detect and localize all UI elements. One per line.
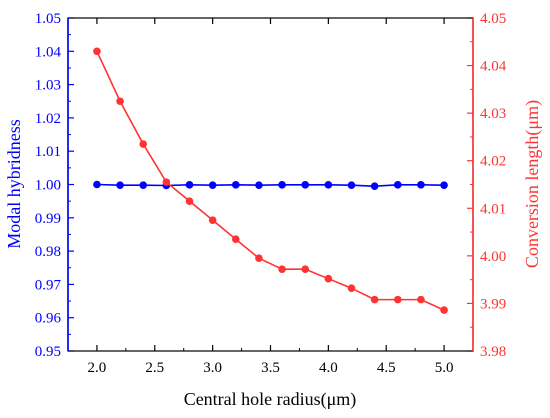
- series-point-left: [93, 180, 101, 189]
- series-point-right: [324, 274, 333, 283]
- series-point-left: [185, 181, 194, 189]
- series-point-right: [347, 284, 356, 293]
- right-tick-label: 3.98: [480, 344, 506, 360]
- series-point-right: [370, 295, 379, 304]
- series-point-right: [278, 265, 286, 273]
- left-tick-label: 1.03: [35, 78, 61, 94]
- left-tick-label: 1.01: [35, 144, 61, 160]
- left-tick-label: 1.00: [35, 178, 61, 194]
- right-tick-label: 4.05: [480, 11, 506, 27]
- x-tick-label: 5.0: [435, 360, 454, 376]
- series-layer: [93, 47, 448, 314]
- series-point-right: [139, 140, 148, 148]
- right-tick-label: 4.03: [480, 106, 506, 122]
- left-tick-label: 1.04: [35, 44, 62, 60]
- left-tick-label: 0.95: [35, 344, 61, 360]
- x-tick-label: 2.5: [145, 360, 164, 376]
- left-tick-label: 0.98: [35, 244, 61, 260]
- series-point-left: [208, 181, 217, 189]
- series-point-right: [116, 97, 124, 106]
- series-point-right: [440, 306, 448, 314]
- left-axis-title: Modal hybridness: [4, 119, 24, 249]
- series-point-right: [417, 295, 425, 304]
- series-point-right: [255, 254, 263, 263]
- series-point-left: [370, 182, 379, 190]
- right-tick-label: 4.01: [480, 201, 506, 217]
- right-axis-title: Conversion length(μm): [522, 100, 543, 268]
- series-point-right: [301, 265, 310, 273]
- right-tick-label: 4.00: [480, 249, 506, 265]
- series-point-left: [278, 181, 286, 189]
- series-point-left: [347, 181, 356, 189]
- x-tick-label: 3.0: [203, 360, 222, 376]
- series-point-left: [440, 181, 448, 189]
- series-point-right: [208, 216, 217, 224]
- series-point-right: [231, 235, 240, 244]
- x-tick-label: 4.0: [319, 360, 338, 376]
- series-line-left: [96, 183, 445, 187]
- right-tick-label: 4.02: [480, 154, 506, 170]
- x-axis-title: Central hole radius(μm): [184, 389, 357, 410]
- series-point-right: [162, 178, 171, 186]
- series-point-left: [231, 181, 240, 189]
- series-point-left: [324, 181, 333, 189]
- x-tick-label: 2.0: [88, 360, 107, 376]
- series-point-left: [255, 181, 263, 189]
- right-tick-label: 3.99: [480, 296, 506, 312]
- x-tick-label: 4.5: [377, 360, 396, 376]
- series-line-right: [96, 50, 445, 311]
- left-tick-label: 1.02: [35, 111, 61, 127]
- left-tick-label: 0.99: [35, 211, 61, 227]
- left-tick-label: 1.05: [35, 11, 61, 27]
- series-point-right: [93, 47, 101, 56]
- series-point-left: [116, 181, 124, 189]
- series-point-left: [301, 181, 310, 189]
- ticks-layer: 2.0 2.5 3.0 3.5 4.0 4.5 5.0 0.95 0.96 0.97 0.98 0.9…: [35, 11, 507, 376]
- left-tick-label: 0.96: [35, 311, 62, 327]
- x-tick-label: 3.5: [261, 360, 280, 376]
- series-point-right: [185, 197, 194, 205]
- left-tick-label: 0.97: [35, 277, 62, 293]
- right-tick-label: 4.04: [480, 59, 507, 75]
- series-point-left: [139, 181, 148, 189]
- series-point-left: [417, 181, 425, 189]
- series-point-left: [393, 181, 402, 189]
- series-point-right: [393, 295, 402, 304]
